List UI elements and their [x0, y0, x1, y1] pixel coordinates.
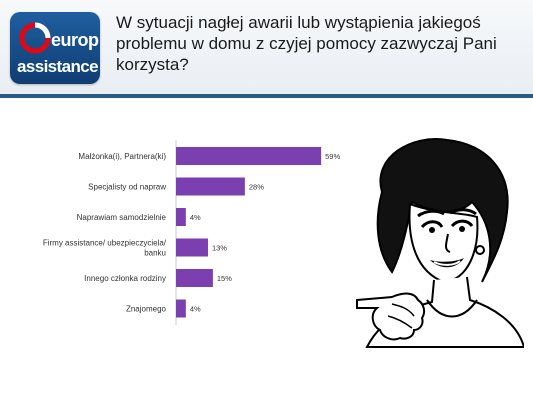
category-label: Specjalisty od napraw [88, 183, 166, 192]
mouth-icon [430, 258, 464, 268]
value-label: 28% [249, 183, 264, 192]
right-eye-icon [450, 219, 474, 228]
bar [176, 299, 186, 318]
bar-chart: 59% Małżonka(i), Partnera(ki) 28% Specjalis… [43, 140, 340, 325]
category-label: Znajomego [126, 305, 167, 314]
left-eye-icon [420, 220, 444, 229]
value-label: 4% [190, 305, 201, 314]
hair-shape [376, 138, 509, 283]
value-label: 4% [190, 213, 201, 222]
logo-circle-icon [19, 22, 51, 54]
header-banner: europ assistance W sytuacji nagłej awari… [0, 0, 533, 98]
value-label: 13% [212, 244, 227, 253]
europ-assistance-logo: europ assistance [10, 12, 100, 84]
category-label: Naprawiam samodzielnie [77, 213, 167, 222]
category-label: Innego członka rodziny [84, 274, 166, 283]
value-label: 59% [325, 152, 340, 161]
logo-word-assistance: assistance [17, 57, 99, 76]
slide-title: W sytuacji nagłej awarii lub wystąpienia… [116, 13, 497, 74]
logo-word-europ: europ [51, 30, 99, 50]
bar [176, 208, 186, 226]
category-label: Firmy assistance/ ubezpieczyciela/banku [43, 239, 167, 258]
bar [176, 147, 322, 165]
bar [176, 177, 245, 196]
category-label: Małżonka(i), Partnera(ki) [78, 152, 166, 161]
value-label: 15% [217, 274, 232, 283]
pointing-woman-illustration [356, 138, 524, 348]
bar [176, 269, 213, 287]
bar [176, 238, 208, 257]
